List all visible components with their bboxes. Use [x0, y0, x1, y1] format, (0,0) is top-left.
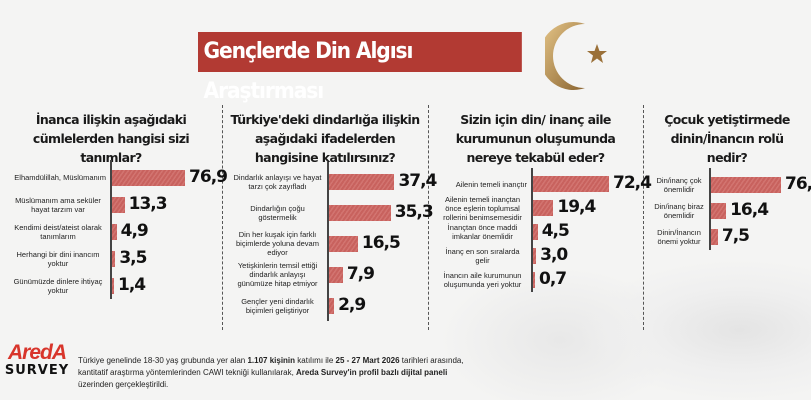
bar: [112, 196, 125, 213]
category-label: İnançtan önce maddi imkanlar önemlidir: [447, 223, 518, 241]
category-label-box: Din/inanç biraz önemlidir: [643, 198, 705, 224]
data-label: 37,4: [398, 170, 437, 191]
category-label: Elhamdülillah, Müslümanım: [14, 173, 106, 182]
category-label: İnanç en son sıralarda gelir: [445, 247, 520, 265]
bar: [533, 248, 537, 264]
bar: [533, 176, 610, 192]
page-title: Gençlerde Din Algısı Araştırması: [198, 32, 522, 104]
axis-line: [531, 168, 533, 292]
bar: [112, 277, 114, 294]
category-label: Ailenin temeli inançtır: [455, 179, 527, 189]
data-label: 19,4: [557, 197, 596, 217]
bar: [329, 266, 343, 283]
category-label: Din/inanç çok önemlidir: [656, 176, 702, 194]
data-label: 3,5: [119, 247, 147, 268]
category-label-box: Gençler yeni dindarlık biçimleri gelişti…: [222, 293, 323, 319]
divider: [643, 105, 644, 330]
bar: [112, 250, 116, 267]
category-label-box: Ailenin temeli inançtan önce eşlerin top…: [428, 194, 527, 222]
bar: [112, 223, 117, 240]
axis-line: [709, 168, 711, 250]
chart-title: Türkiye'deki dindarlığa ilişkin aşağıdak…: [230, 112, 421, 165]
category-label-box: Müslümanım ama seküler hayat tarzım var: [0, 192, 106, 218]
category-label-box: Dinin/İnancın önemi yoktur: [643, 224, 705, 250]
bar: [112, 169, 186, 186]
category-label-box: Ailenin temeli inançtır: [428, 171, 527, 197]
areda-survey-logo: AredA SURVEY: [4, 341, 70, 378]
data-label: 76,9: [189, 166, 228, 187]
category-label-box: Günümüzde dinlere ihtiyaç yoktur: [0, 273, 106, 299]
data-label: 3,0: [540, 245, 568, 265]
category-label-box: Din her kuşak için farklı biçimlerde yol…: [222, 230, 323, 257]
category-label: Dindarlık anlayışı ve hayat tarzı çok za…: [233, 172, 322, 191]
category-label: Yetişkinlerin temsil ettiği dindarlık an…: [237, 261, 318, 288]
category-label: Gençler yeni dindarlık biçimleri gelişti…: [241, 296, 314, 315]
category-label: Dinin/İnancın önemi yoktur: [657, 228, 701, 246]
category-label-box: İnancın aile kurumunun oluşumunda yeri y…: [428, 267, 527, 293]
data-label: 1,4: [118, 274, 146, 295]
bar: [329, 204, 391, 221]
chart-title: İnanca ilişkin aşağıdaki cümlelerden han…: [32, 112, 190, 165]
chart-panel: Sizin için din/ inanç aile kurumunun olu…: [428, 108, 652, 333]
data-label: 7,5: [721, 226, 750, 246]
bar: [711, 203, 727, 219]
category-label: Din/inanç biraz önemlidir: [654, 202, 704, 220]
chart-title: Çocuk yetiştirmede dinin/İnancın rolü ne…: [664, 112, 790, 165]
category-label-box: Yetişkinlerin temsil ettiği dindarlık an…: [222, 261, 323, 288]
data-label: 13,3: [128, 193, 168, 214]
footnote: Türkiye genelinde 18-30 yaş grubunda yer…: [78, 356, 464, 389]
data-label: 0,7: [539, 269, 567, 289]
category-label: Günümüzde dinlere ihtiyaç yoktur: [13, 276, 103, 295]
category-label: Müslümanım ama seküler hayat tarzım var: [15, 195, 101, 214]
data-label: 2,9: [338, 294, 366, 315]
bar: [533, 272, 535, 288]
bar: [329, 297, 335, 314]
bar: [711, 229, 718, 245]
data-label: 72,4: [613, 173, 652, 193]
category-label-box: Elhamdülillah, Müslümanım: [0, 165, 106, 191]
category-label: Din her kuşak için farklı biçimlerde yol…: [236, 230, 319, 257]
axis-line: [110, 160, 112, 299]
category-label-box: İnançtan önce maddi imkanlar önemlidir: [428, 219, 527, 245]
chart-title: Sizin için din/ inanç aile kurumunun olu…: [455, 112, 616, 165]
data-label: 16,4: [730, 200, 769, 220]
category-label-box: Din/inanç çok önemlidir: [643, 172, 705, 198]
chart-panel: İnanca ilişkin aşağıdaki cümlelerden han…: [0, 108, 228, 333]
data-label: 35,3: [394, 201, 434, 222]
category-label-box: İnanç en son sıralarda gelir: [428, 243, 527, 269]
logo-sub: SURVEY: [4, 363, 70, 378]
divider: [428, 105, 429, 330]
logo-brand: AredA: [7, 341, 67, 364]
data-label: 16,5: [361, 232, 401, 253]
crescent-star-icon: [545, 22, 607, 90]
category-label: Herhangi bir dini inancım yoktur: [16, 249, 100, 268]
data-label: 4,9: [120, 220, 149, 241]
bar: [329, 173, 395, 190]
bar: [533, 200, 554, 216]
chart-panel: Türkiye'deki dindarlığa ilişkin aşağıdak…: [222, 108, 437, 333]
data-label: 7,9: [346, 263, 375, 284]
bar: [329, 235, 358, 252]
category-label-box: Dindarlık anlayışı ve hayat tarzı çok za…: [222, 169, 323, 195]
category-label: Dindarlığın çoğu göstermelik: [250, 203, 305, 222]
data-label: 76,1: [785, 174, 811, 194]
category-label-box: Kendimi deist/ateist olarak tanımlarım: [0, 219, 106, 245]
bar: [533, 224, 538, 240]
category-label: İnancın aile kurumunun oluşumunda yeri y…: [443, 271, 522, 289]
bar: [711, 177, 781, 193]
category-label-box: Herhangi bir dini inancım yoktur: [0, 246, 106, 272]
data-label: 4,5: [541, 221, 570, 241]
chart-panel: Çocuk yetiştirmede dinin/İnancın rolü ne…: [643, 108, 811, 333]
category-label: Kendimi deist/ateist olarak tanımlarım: [14, 222, 102, 241]
divider: [222, 105, 223, 330]
category-label: Ailenin temeli inançtan önce eşlerin top…: [443, 194, 522, 222]
axis-line: [327, 162, 329, 321]
category-label-box: Dindarlığın çoğu göstermelik: [222, 200, 323, 226]
